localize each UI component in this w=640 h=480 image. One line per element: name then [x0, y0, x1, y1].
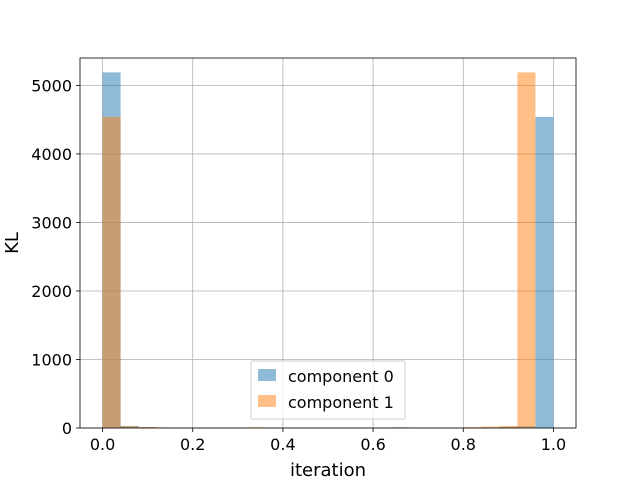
bar-component-1-bin-0 — [102, 116, 121, 428]
y-tick-label: 5000 — [31, 76, 72, 95]
x-axis-label: iteration — [290, 460, 366, 480]
y-tick-label: 4000 — [31, 145, 72, 164]
plot-frame — [79, 57, 577, 429]
legend: component 0 component 1 — [250, 360, 406, 420]
legend-box — [250, 360, 406, 420]
grid — [80, 58, 576, 429]
x-tick-label: 1.0 — [541, 435, 566, 454]
x-tick-label: 0.6 — [360, 435, 385, 454]
bar-component-1-bin-23 — [517, 72, 536, 428]
y-tick-label: 2000 — [31, 282, 72, 301]
bar-component-1-bin-2 — [138, 426, 157, 428]
y-axis-label: KL — [2, 232, 23, 254]
legend-swatch-component-1 — [258, 395, 276, 407]
legend-label-component-1: component 1 — [288, 393, 394, 412]
x-tick-label: 0.2 — [180, 435, 205, 454]
y-tick-label: 0 — [62, 419, 72, 438]
y-tick-label: 3000 — [31, 213, 72, 232]
x-tick-label: 0.0 — [90, 435, 115, 454]
bar-component-1-bin-22 — [499, 425, 518, 428]
x-tick-label: 0.4 — [270, 435, 295, 454]
bar-component-0-bin-24 — [535, 116, 554, 428]
x-axis: 0.0 0.2 0.4 0.6 0.8 1.0 — [90, 428, 566, 454]
bar-component-1-bin-1 — [120, 426, 139, 428]
x-tick-label: 0.8 — [451, 435, 476, 454]
bar-component-1-bin-21 — [481, 426, 500, 428]
bars — [102, 72, 554, 428]
legend-swatch-component-0 — [258, 369, 276, 381]
legend-label-component-0: component 0 — [288, 367, 394, 386]
y-axis: 0 1000 2000 3000 4000 5000 — [31, 76, 80, 438]
bar-component-1-bin-20 — [463, 427, 482, 428]
y-tick-label: 1000 — [31, 350, 72, 369]
